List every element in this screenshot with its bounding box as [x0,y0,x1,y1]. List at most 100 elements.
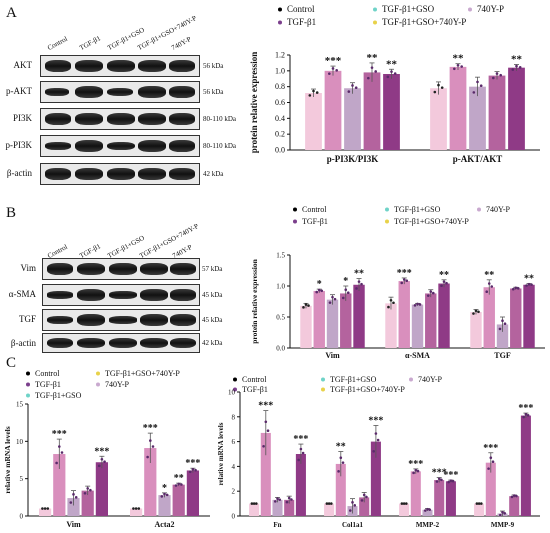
data-point [487,467,490,470]
chart-a-phospho: Control TGF-β1+GSO 740Y-P TGF-β1 TGF-β1+GSO+… [249,4,540,164]
bar [483,287,495,348]
legend-entry: 740Y-P [418,375,443,384]
y-tick-label: 4 [232,463,236,471]
data-point [266,429,270,432]
data-point [437,477,441,481]
bar [510,288,522,348]
legend-marker [278,20,282,25]
data-point [374,432,378,435]
bar [260,432,271,516]
bar [485,462,496,516]
data-point [405,279,409,283]
kda-label: 45 kDa [202,291,223,299]
data-point [160,495,164,498]
chart-c-mrna-right: Control TGF-β1+GSO 740Y-P TGF-β1 TGF-β1+GSO+… [217,375,540,529]
data-point [351,84,354,87]
data-point [194,468,197,472]
data-point [499,73,502,77]
data-point [330,502,333,505]
y-tick-label: 6 [232,438,236,446]
bar [39,508,52,516]
significance-label: ** [453,53,465,65]
bar [81,490,94,516]
blot-row-label: β-actin [10,338,36,348]
significance-label: * [343,276,348,287]
legend-marker [409,377,413,382]
blot-strip [40,108,200,130]
legend-entry: Control [35,369,60,378]
data-point [347,90,351,93]
significance-label: ** [439,270,449,281]
data-point [351,501,354,504]
data-point [522,415,525,419]
legend-marker [373,7,377,12]
significance-label: *** [185,458,200,469]
y-tick-label: 8 [232,413,236,421]
bar [411,304,424,348]
significance-label: *** [325,55,342,67]
bar [445,481,456,516]
bar [300,305,312,348]
data-point [525,284,528,287]
data-point [346,291,350,294]
blot-row-label: p-PI3K [5,140,33,150]
bar [284,499,295,516]
data-point [527,282,531,286]
legend-marker [233,377,237,382]
data-point [337,470,340,473]
blot-strip [42,309,200,331]
data-point [137,507,141,510]
data-point [55,461,58,465]
legend-entry: TGF-β1+GSO+740Y-P [382,17,466,27]
data-point [174,484,178,487]
data-point [367,76,370,80]
significance-label: ** [511,54,523,66]
lane-label: 740Y-P [170,35,193,52]
bar [95,462,108,516]
data-point [134,507,138,510]
legend-entry: TGF-β1 [242,385,268,394]
data-point [437,83,440,87]
legend-marker [321,387,325,392]
panel-letter-c: C [6,355,17,371]
category-label: p-AKT/AKT [453,154,503,164]
data-point [405,502,408,505]
y-tick-label: 0 [20,513,24,521]
bar [399,503,410,516]
data-point [511,68,515,71]
legend-entry: TGF-β1+GSO [382,4,435,14]
data-point [74,496,78,499]
data-point [426,294,430,297]
data-point [492,76,495,80]
data-point [453,67,456,71]
data-point [472,312,475,315]
data-point [307,304,310,307]
data-point [278,498,282,501]
data-point [460,65,463,68]
bar [53,454,66,516]
data-point [474,309,478,313]
blot-strip [40,163,200,185]
data-point [58,445,61,448]
bar [313,290,325,348]
data-point [339,456,343,460]
data-point [393,72,397,75]
legend-marker [293,219,297,224]
chart-b-protein: Control TGF-β1+GSO 740Y-P TGF-β1 TGF-β1+GSO+… [250,205,545,360]
data-point [426,507,429,511]
data-point [413,304,417,307]
y-tick-label: 0.4 [275,114,285,123]
significance-label: ** [386,58,398,70]
bar [324,70,342,150]
legend-entry: TGF-β1 [302,217,328,226]
lane-label: TGF-β1+GSO+740Y-P [138,222,200,260]
bar [410,471,421,516]
significance-label: *** [518,403,533,414]
data-point [308,94,312,97]
legend-entry: TGF-β1+GSO+740Y-P [105,369,180,378]
data-point [445,281,448,285]
data-point [390,70,393,73]
data-point [180,483,183,486]
legend-entry: TGF-β1+GSO+740Y-P [394,217,469,226]
legend-entry: TGF-β1+GSO+740Y-P [330,385,405,394]
